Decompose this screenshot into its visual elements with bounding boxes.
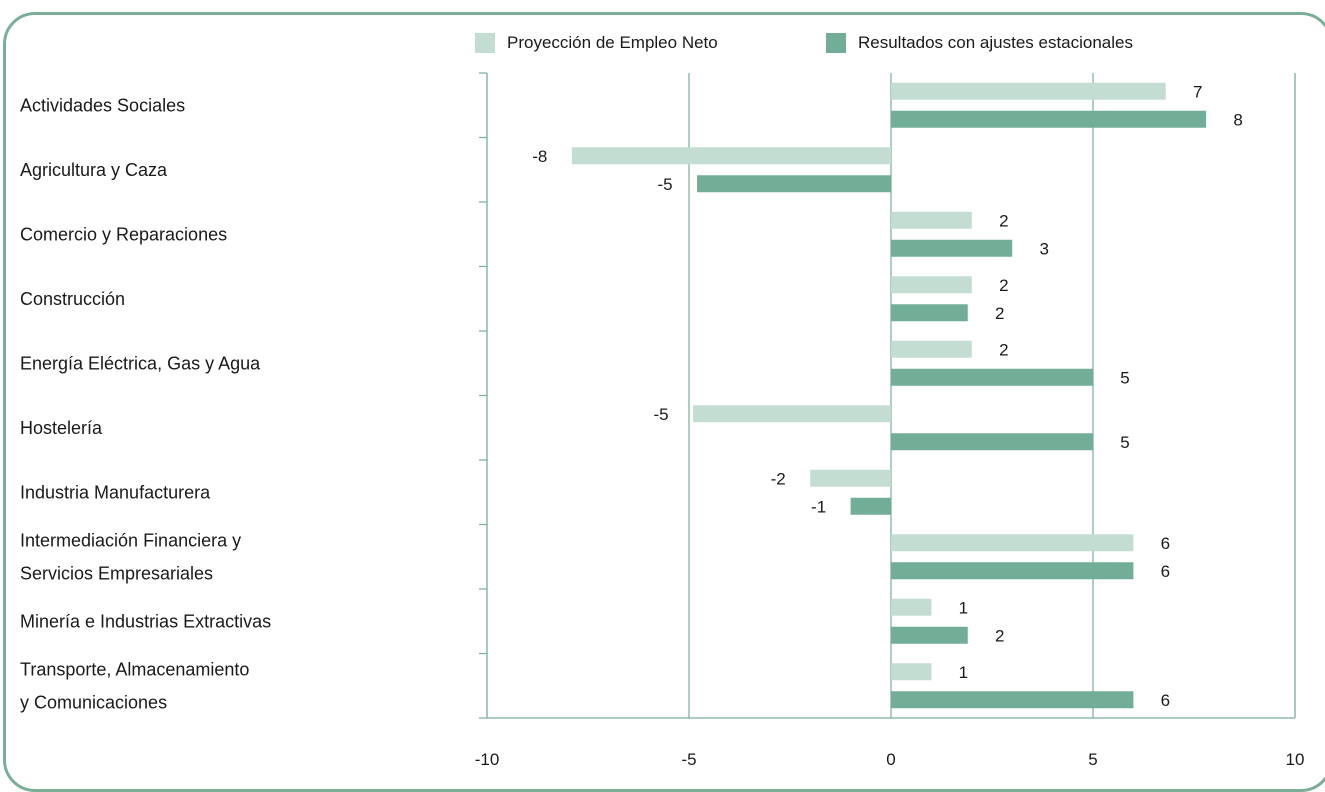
bar-proyeccion xyxy=(891,276,972,294)
data-label: 7 xyxy=(1193,82,1202,101)
bar-proyeccion xyxy=(891,663,932,681)
data-label: -1 xyxy=(811,497,826,516)
legend-item-proyeccion: Proyección de Empleo Neto xyxy=(475,30,718,56)
bar-resultados xyxy=(891,110,1207,128)
data-label: 2 xyxy=(999,211,1008,230)
category-label: Servicios Empresariales xyxy=(20,563,213,583)
bar-resultados xyxy=(891,368,1093,386)
legend-label-resultados: Resultados con ajustes estacionales xyxy=(858,33,1133,52)
x-tick-label: 5 xyxy=(1088,750,1097,769)
legend-item-resultados: Resultados con ajustes estacionales xyxy=(826,30,1133,56)
data-label: 6 xyxy=(1161,691,1170,710)
data-label: -5 xyxy=(658,175,673,194)
category-label: Minería e Industrias Extractivas xyxy=(20,611,271,631)
data-label: 6 xyxy=(1161,562,1170,581)
data-label: -5 xyxy=(653,405,668,424)
category-label: Agricultura y Caza xyxy=(20,160,168,180)
bar-proyeccion xyxy=(891,598,932,616)
bar-proyeccion xyxy=(891,211,972,229)
x-tick-label: 10 xyxy=(1286,750,1305,769)
data-label: 5 xyxy=(1120,368,1129,387)
data-label: 5 xyxy=(1120,433,1129,452)
data-label: 1 xyxy=(959,663,968,682)
legend-swatch-resultados xyxy=(826,33,846,53)
category-label: Construcción xyxy=(20,289,125,309)
x-tick-label: 0 xyxy=(886,750,895,769)
data-label: 2 xyxy=(999,340,1008,359)
data-label: 2 xyxy=(995,626,1004,645)
bar-resultados xyxy=(891,304,968,322)
chart-frame xyxy=(3,12,1325,792)
x-tick-label: -10 xyxy=(475,750,500,769)
bar-resultados xyxy=(697,175,891,193)
bar-proyeccion xyxy=(571,147,891,165)
bar-proyeccion xyxy=(891,534,1134,552)
bar-resultados xyxy=(891,626,968,644)
legend-swatch-proyeccion xyxy=(475,33,495,53)
data-label: 8 xyxy=(1233,110,1242,129)
x-tick-label: -5 xyxy=(681,750,696,769)
bar-resultados xyxy=(891,691,1134,709)
bar-resultados xyxy=(850,497,891,515)
category-label: Actividades Sociales xyxy=(20,95,185,115)
data-label: -2 xyxy=(771,469,786,488)
data-label: -8 xyxy=(532,147,547,166)
category-label: Comercio y Reparaciones xyxy=(20,224,227,244)
category-label: Intermediación Financiera y xyxy=(20,530,241,550)
bar-resultados xyxy=(891,433,1093,451)
category-label: Energía Eléctrica, Gas y Agua xyxy=(20,353,261,373)
data-label: 2 xyxy=(995,304,1004,323)
data-label: 2 xyxy=(999,276,1008,295)
bar-resultados xyxy=(891,562,1134,580)
data-label: 1 xyxy=(959,598,968,617)
category-label: Industria Manufacturera xyxy=(20,482,211,502)
data-label: 3 xyxy=(1039,239,1048,258)
bar-proyeccion xyxy=(693,405,891,423)
bar-proyeccion xyxy=(891,340,972,358)
legend-label-proyeccion: Proyección de Empleo Neto xyxy=(507,33,718,52)
bar-proyeccion xyxy=(810,469,891,487)
bar-resultados xyxy=(891,239,1013,257)
bar-proyeccion xyxy=(891,82,1166,100)
category-label: Hostelería xyxy=(20,418,103,438)
category-label: y Comunicaciones xyxy=(20,692,167,712)
category-label: Transporte, Almacenamiento xyxy=(20,659,249,679)
data-label: 6 xyxy=(1161,534,1170,553)
